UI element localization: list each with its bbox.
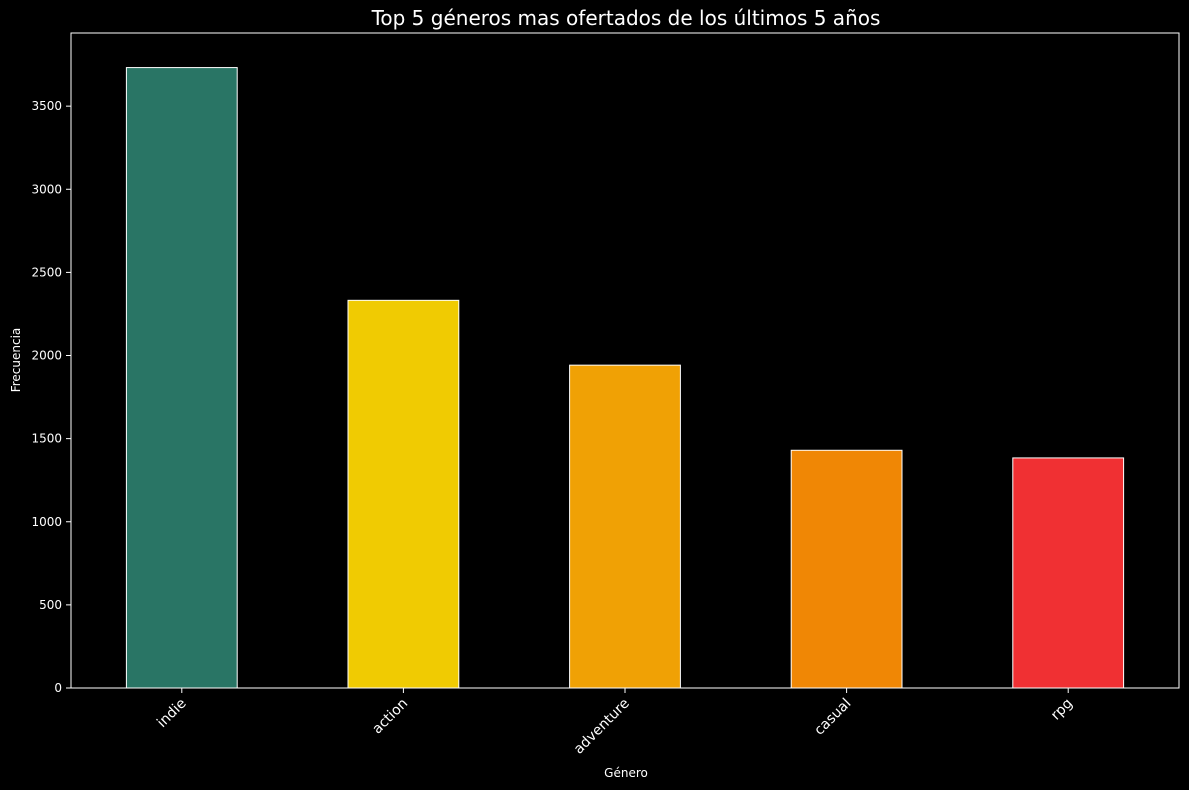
chart-title: Top 5 géneros mas ofertados de los últim…	[371, 6, 881, 30]
axes-frame	[70, 32, 1180, 689]
y-axis-label: Frecuencia	[9, 328, 23, 393]
y-tick-label: 0	[54, 681, 62, 695]
y-tick-label: 500	[39, 598, 62, 612]
bar-indie	[125, 67, 238, 689]
y-tick-label: 1500	[31, 432, 62, 446]
bar-casual	[790, 449, 903, 689]
bar-rpg	[1012, 457, 1125, 689]
y-tick-label: 2000	[31, 349, 62, 363]
y-tick-label: 3500	[31, 99, 62, 113]
bar-adventure	[569, 364, 681, 689]
x-axis-label: Género	[604, 766, 648, 780]
bar-action	[347, 299, 460, 689]
y-tick-label: 2500	[31, 265, 62, 279]
y-tick-label: 1000	[31, 515, 62, 529]
y-tick-label: 3000	[31, 182, 62, 196]
